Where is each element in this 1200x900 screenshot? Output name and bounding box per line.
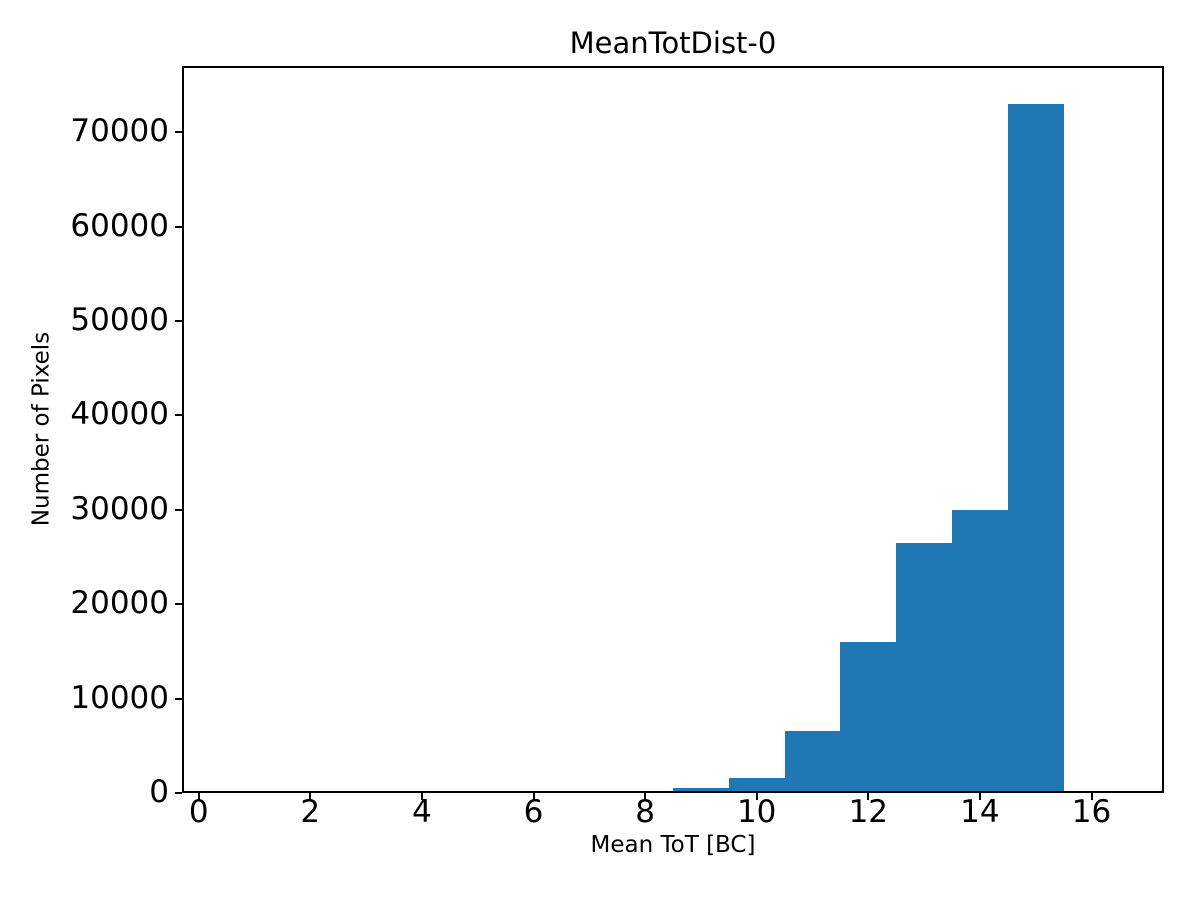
y-tick-mark (175, 792, 182, 794)
x-tick-label: 2 (300, 794, 321, 830)
y-tick-label: 50000 (70, 301, 169, 338)
histogram-bar (1007, 103, 1064, 793)
x-tick-mark (644, 793, 647, 800)
y-tick-label: 10000 (70, 679, 169, 716)
chart-title: MeanTotDist-0 (569, 26, 777, 60)
y-tick-mark (175, 508, 182, 511)
histogram-bar (728, 777, 785, 793)
x-tick-label: 6 (523, 794, 544, 830)
y-tick-mark (175, 603, 182, 606)
x-tick-label: 4 (412, 794, 432, 830)
y-tick-mark (175, 697, 182, 700)
y-tick-label: 60000 (70, 207, 169, 244)
y-tick-mark (175, 225, 182, 228)
histogram-bar (952, 509, 1008, 793)
x-tick-mark (867, 793, 870, 800)
x-tick-mark (197, 793, 200, 800)
x-tick-label: 12 (848, 794, 889, 830)
y-tick-label: 40000 (70, 396, 169, 433)
x-tick-mark (532, 793, 535, 800)
x-tick-mark (755, 793, 758, 800)
x-tick-mark (1090, 793, 1093, 800)
y-axis-label: Number of Pixels (28, 331, 55, 527)
y-tick-label: 30000 (70, 490, 169, 527)
x-tick-label: 14 (960, 794, 1000, 830)
y-tick-label: 20000 (70, 585, 169, 622)
x-tick-label: 10 (736, 794, 777, 830)
x-tick-label: 0 (188, 794, 209, 830)
x-tick-mark (309, 793, 312, 800)
x-tick-label: 16 (1071, 794, 1112, 830)
y-tick-mark (175, 414, 182, 417)
histogram-bar (673, 788, 729, 793)
y-tick-label: 70000 (70, 112, 169, 149)
histogram-bar (840, 641, 897, 793)
y-tick-mark (175, 131, 182, 134)
y-tick-label: 0 (149, 773, 169, 810)
x-tick-mark (420, 793, 423, 800)
histogram-bar (896, 542, 952, 793)
x-axis-label: Mean ToT [BC] (590, 832, 756, 858)
histogram-bar (784, 730, 841, 793)
x-tick-label: 8 (635, 794, 655, 830)
y-tick-mark (175, 319, 182, 322)
x-tick-mark (978, 793, 981, 800)
